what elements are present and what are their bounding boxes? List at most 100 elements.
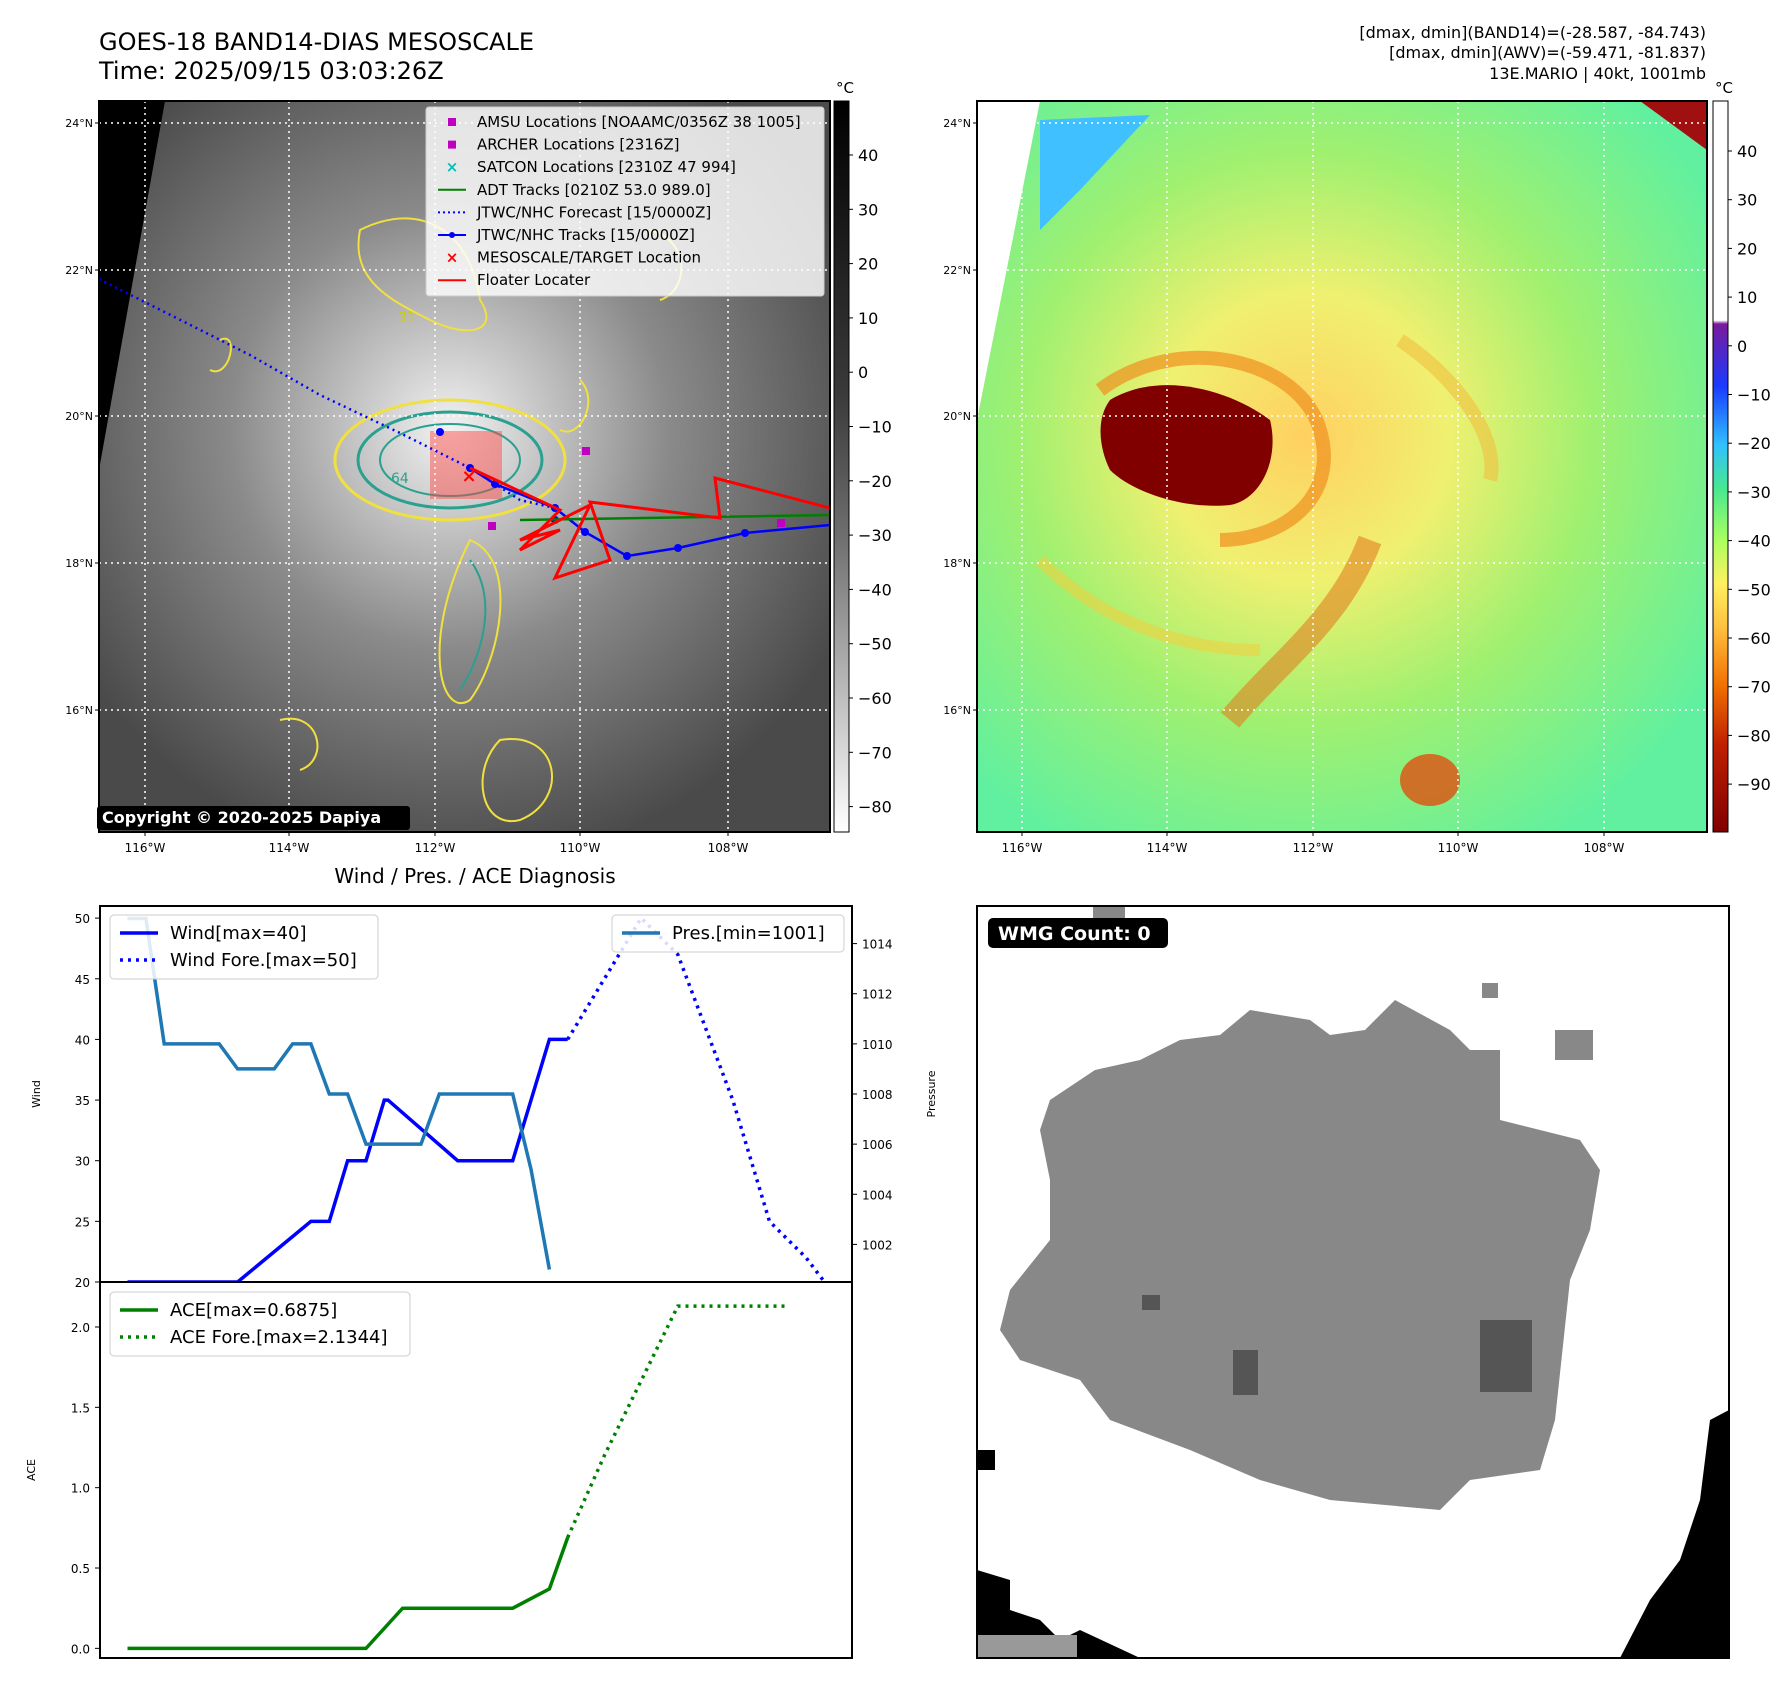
lon-label-a: 108°W: [708, 841, 749, 855]
lon-label-b: 110°W: [1438, 841, 1479, 855]
y-tick-label: 35: [75, 1094, 90, 1108]
wmg-missing-4: [977, 1450, 995, 1470]
y-tick-label: 25: [75, 1215, 90, 1229]
y2-tick-label: 1010: [862, 1038, 893, 1052]
legend-label: AMSU Locations [NOAAMC/0356Z 38 1005]: [477, 113, 801, 131]
series-line: [127, 1037, 568, 1284]
wmg-badge: [988, 918, 1168, 948]
chart-legend-box: [109, 1291, 411, 1357]
wmg-missing-3: [1620, 1410, 1729, 1658]
legend-label: ADT Tracks [0210Z 53.0 989.0]: [477, 181, 711, 199]
forecast-track-line: [99, 277, 556, 510]
colorbar-tick-label: −30: [1737, 483, 1771, 502]
info-line-2: [dmax, dmin](AWV)=(-59.471, -81.837): [1389, 43, 1706, 62]
lat-label-b: 18°N: [943, 557, 971, 570]
awv-map-frame: [976, 100, 1708, 833]
lon-label-b: 116°W: [1002, 841, 1043, 855]
legend-swatch: [448, 118, 456, 126]
colorbar-tick-label: 10: [1737, 288, 1757, 307]
wmg-missing-2: [977, 1635, 1077, 1658]
gray-colorbar-ticks: 40 30 20 10 0 −10 −20 −30 −40 −50 −60 −70 −80: [849, 146, 892, 817]
wmg-dark-patch-2: [1233, 1350, 1258, 1395]
track-point: [436, 428, 444, 436]
colorbar-tick-label: −80: [1737, 726, 1771, 745]
best-track-points: ×: [436, 428, 749, 560]
colorbar-tick-label: 0: [1737, 337, 1747, 356]
lat-label-b: 16°N: [943, 704, 971, 717]
wmg-count-text: WMG Count: 0: [998, 923, 1151, 945]
contour-label-31: 31: [398, 310, 416, 326]
track-point: [623, 552, 631, 560]
color-colorbar: [1712, 100, 1729, 833]
wmg-patch-2: [1482, 983, 1498, 998]
legend-swatch: ×: [446, 158, 459, 176]
ace-axis-label: ACE: [25, 1459, 38, 1481]
legend-label: SATCON Locations [2310Z 47 994]: [477, 158, 736, 176]
contour-label-64: 64: [391, 471, 409, 487]
colorbar-tick-label: −40: [1737, 532, 1771, 551]
chart-legend-label: ACE Fore.[max=2.1344]: [170, 1327, 388, 1348]
gray-colorbar: [833, 100, 850, 833]
info-line-1: [dmax, dmin](BAND14)=(-28.587, -84.743): [1359, 23, 1706, 42]
track-point: [581, 528, 589, 536]
legend-swatch: ×: [446, 249, 459, 267]
colorbar-tick-label: −60: [1737, 629, 1771, 648]
archer-marker: [488, 522, 496, 530]
colorbar-tick-label: −50: [1737, 580, 1771, 599]
colorbar-tick-label: 40: [858, 146, 878, 165]
lat-label-a: 24°N: [65, 117, 93, 130]
colorbar-tick-label: −10: [1737, 386, 1771, 405]
ir-map-frame: [98, 100, 831, 833]
amsu-marker: [582, 447, 590, 455]
chart-legend-label: Pres.[min=1001]: [672, 923, 825, 944]
wmg-dark-patch: [1480, 1320, 1532, 1392]
colorbar-tick-label: −70: [858, 743, 892, 762]
wind-axis-label: Wind: [30, 1080, 43, 1108]
colorbar-tick-label: −70: [1737, 678, 1771, 697]
y-tick-label: 2.0: [71, 1321, 90, 1335]
lon-label-a: 116°W: [125, 841, 166, 855]
colorbar-tick-label: −20: [858, 472, 892, 491]
lat-label-b: 24°N: [943, 117, 971, 130]
gray-colorbar-unit: °C: [836, 79, 854, 97]
wmg-patch-1: [1555, 1030, 1593, 1060]
colorbar-tick-label: −40: [858, 580, 892, 599]
track-point: [674, 544, 682, 552]
series-line: [127, 1536, 570, 1651]
colorbar-tick-label: 20: [858, 255, 878, 274]
chart-legend-box: [109, 914, 379, 980]
lon-label-a: 114°W: [269, 841, 310, 855]
y-tick-label: 30: [75, 1155, 90, 1169]
colorbar-tick-label: 30: [1737, 191, 1757, 210]
colorbar-tick-label: 20: [1737, 239, 1757, 258]
wmg-dark-patch-3: [1142, 1295, 1160, 1310]
colorbar-tick-label: 10: [858, 309, 878, 328]
mesoscale-box: [430, 431, 502, 499]
chart-legend-label: ACE[max=0.6875]: [170, 1300, 337, 1321]
color-colorbar-unit: °C: [1715, 79, 1733, 97]
legend-label: Floater Locater: [477, 271, 591, 289]
y2-tick-label: 1002: [862, 1238, 893, 1252]
floater-locater-line: [469, 466, 830, 581]
copyright-text: Copyright © 2020-2025 Dapiya: [102, 808, 381, 827]
lat-label-a: 20°N: [65, 410, 93, 423]
track-point: [741, 529, 749, 537]
y-tick-label: 20: [75, 1276, 90, 1290]
target-marker: ×: [461, 466, 476, 487]
colorbar-tick-label: −90: [1737, 775, 1771, 794]
legend-label: JTWC/NHC Forecast [15/0000Z]: [476, 203, 711, 221]
amsu-marker-2: [777, 519, 785, 527]
y2-tick-label: 1012: [862, 988, 893, 1002]
colorbar-tick-label: −60: [858, 689, 892, 708]
awv-gridlines: [977, 101, 1707, 832]
info-line-3: 13E.MARIO | 40kt, 1001mb: [1489, 64, 1706, 83]
figure-title: GOES-18 BAND14-DIAS MESOSCALE: [99, 28, 534, 56]
series-line: [566, 1304, 788, 1539]
lat-label-a: 22°N: [65, 264, 93, 277]
adt-track-line: [519, 513, 830, 522]
legend-label: MESOSCALE/TARGET Location: [477, 249, 701, 267]
lon-label-a: 110°W: [560, 841, 601, 855]
color-colorbar-ticks: 40 30 20 10 0 −10 −20 −30 −40 −50 −60 −70 −80 −90: [1728, 142, 1771, 794]
lon-label-b: 114°W: [1147, 841, 1188, 855]
